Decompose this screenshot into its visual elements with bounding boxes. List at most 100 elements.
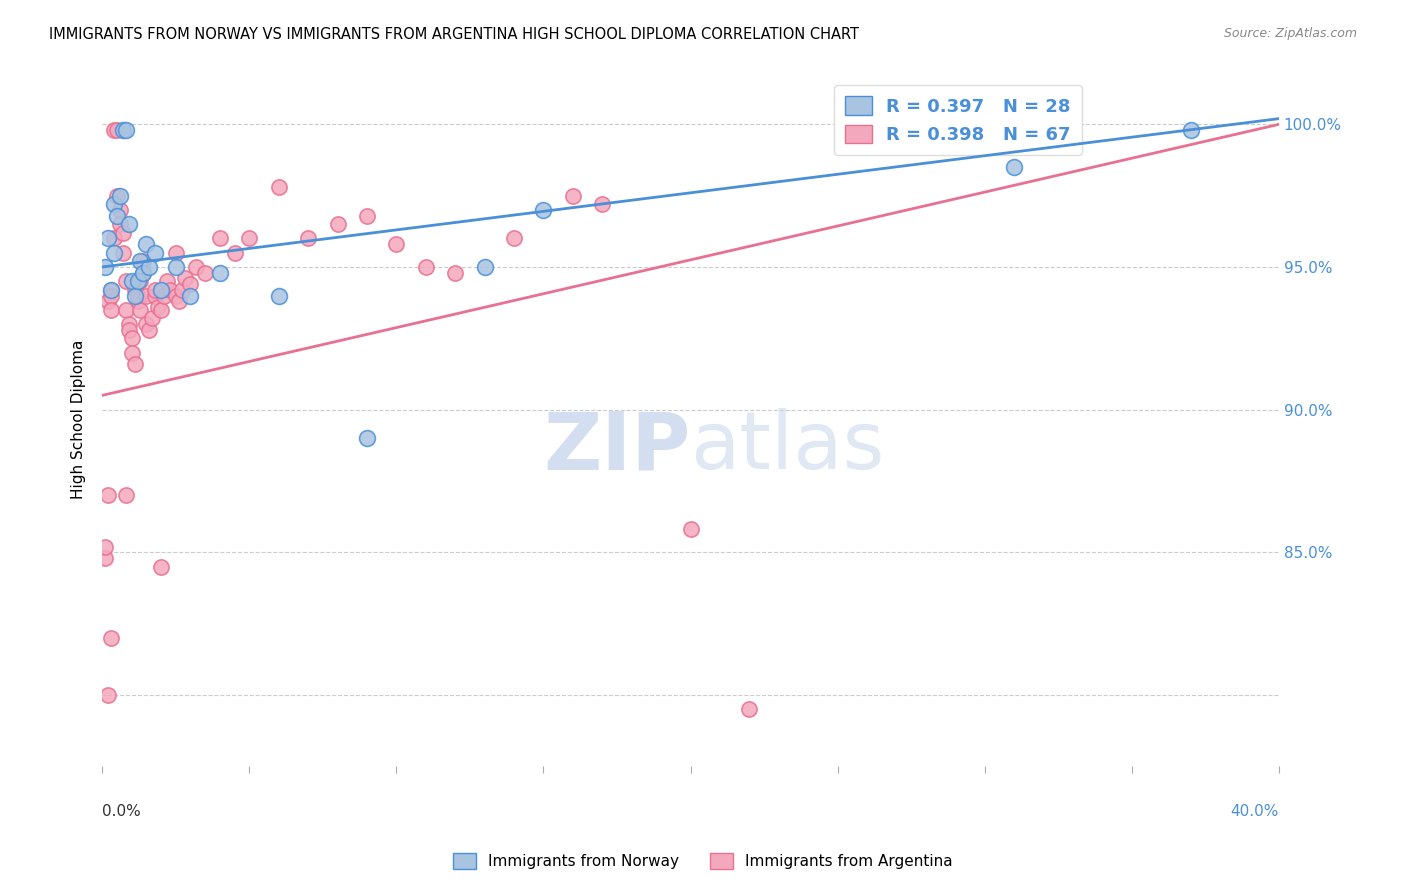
Point [94, 551, 117, 566]
Point [135, 288, 157, 302]
Point [97, 488, 120, 502]
Text: ZIP: ZIP [543, 409, 690, 486]
Point [208, 231, 231, 245]
Point [533, 202, 555, 217]
Point [135, 237, 157, 252]
Point [1180, 123, 1202, 137]
Point [150, 302, 173, 317]
Point [173, 271, 195, 285]
Point [138, 260, 160, 274]
Point [121, 345, 143, 359]
Point [385, 237, 408, 252]
Point [103, 245, 125, 260]
Point [111, 245, 134, 260]
Text: Source: ZipAtlas.com: Source: ZipAtlas.com [1223, 27, 1357, 40]
Point [267, 288, 290, 302]
Point [129, 302, 152, 317]
Point [97, 688, 120, 702]
Point [97, 294, 120, 309]
Point [100, 283, 122, 297]
Point [135, 317, 157, 331]
Point [738, 702, 761, 716]
Point [105, 123, 128, 137]
Point [186, 260, 208, 274]
Point [141, 311, 163, 326]
Point [143, 283, 166, 297]
Point [121, 274, 143, 288]
Point [118, 323, 141, 337]
Point [165, 288, 187, 302]
Point [238, 231, 260, 245]
Point [124, 288, 146, 302]
Text: 0.0%: 0.0% [103, 805, 141, 820]
Point [118, 317, 141, 331]
Point [103, 197, 125, 211]
Point [121, 331, 143, 345]
Point [679, 523, 702, 537]
Point [100, 302, 122, 317]
Point [138, 323, 160, 337]
Point [267, 180, 290, 194]
Point [179, 277, 201, 291]
Point [165, 260, 187, 274]
Point [356, 431, 378, 445]
Text: 40.0%: 40.0% [1230, 805, 1279, 820]
Point [127, 274, 149, 288]
Point [146, 300, 169, 314]
Point [97, 231, 120, 245]
Point [415, 260, 437, 274]
Point [167, 294, 190, 309]
Point [1002, 160, 1025, 174]
Point [129, 274, 152, 288]
Point [100, 631, 122, 645]
Point [114, 274, 136, 288]
Point [129, 254, 152, 268]
Point [124, 283, 146, 297]
Point [165, 245, 187, 260]
Point [100, 288, 122, 302]
Point [114, 123, 136, 137]
Point [111, 123, 134, 137]
Point [474, 260, 496, 274]
Point [170, 283, 193, 297]
Point [132, 254, 155, 268]
Point [194, 266, 217, 280]
Point [94, 260, 117, 274]
Point [156, 274, 179, 288]
Point [153, 288, 176, 302]
Point [111, 226, 134, 240]
Text: atlas: atlas [690, 409, 884, 486]
Point [127, 294, 149, 309]
Legend: Immigrants from Norway, Immigrants from Argentina: Immigrants from Norway, Immigrants from … [447, 847, 959, 875]
Text: IMMIGRANTS FROM NORWAY VS IMMIGRANTS FROM ARGENTINA HIGH SCHOOL DIPLOMA CORRELAT: IMMIGRANTS FROM NORWAY VS IMMIGRANTS FRO… [49, 27, 859, 42]
Point [143, 245, 166, 260]
Point [561, 188, 583, 202]
Point [127, 288, 149, 302]
Point [94, 540, 117, 554]
Point [132, 266, 155, 280]
Point [114, 302, 136, 317]
Point [591, 197, 613, 211]
Point [150, 283, 173, 297]
Point [159, 283, 181, 297]
Point [105, 188, 128, 202]
Point [444, 266, 467, 280]
Point [108, 202, 131, 217]
Point [356, 209, 378, 223]
Point [150, 559, 173, 574]
Point [503, 231, 526, 245]
Point [208, 266, 231, 280]
Point [103, 123, 125, 137]
Y-axis label: High School Diploma: High School Diploma [72, 340, 86, 500]
Point [179, 288, 201, 302]
Legend: R = 0.397   N = 28, R = 0.398   N = 67: R = 0.397 N = 28, R = 0.398 N = 67 [834, 86, 1081, 155]
Point [143, 288, 166, 302]
Point [132, 266, 155, 280]
Point [224, 245, 246, 260]
Point [118, 217, 141, 231]
Point [108, 217, 131, 231]
Point [124, 357, 146, 371]
Point [105, 209, 128, 223]
Point [103, 231, 125, 245]
Point [114, 488, 136, 502]
